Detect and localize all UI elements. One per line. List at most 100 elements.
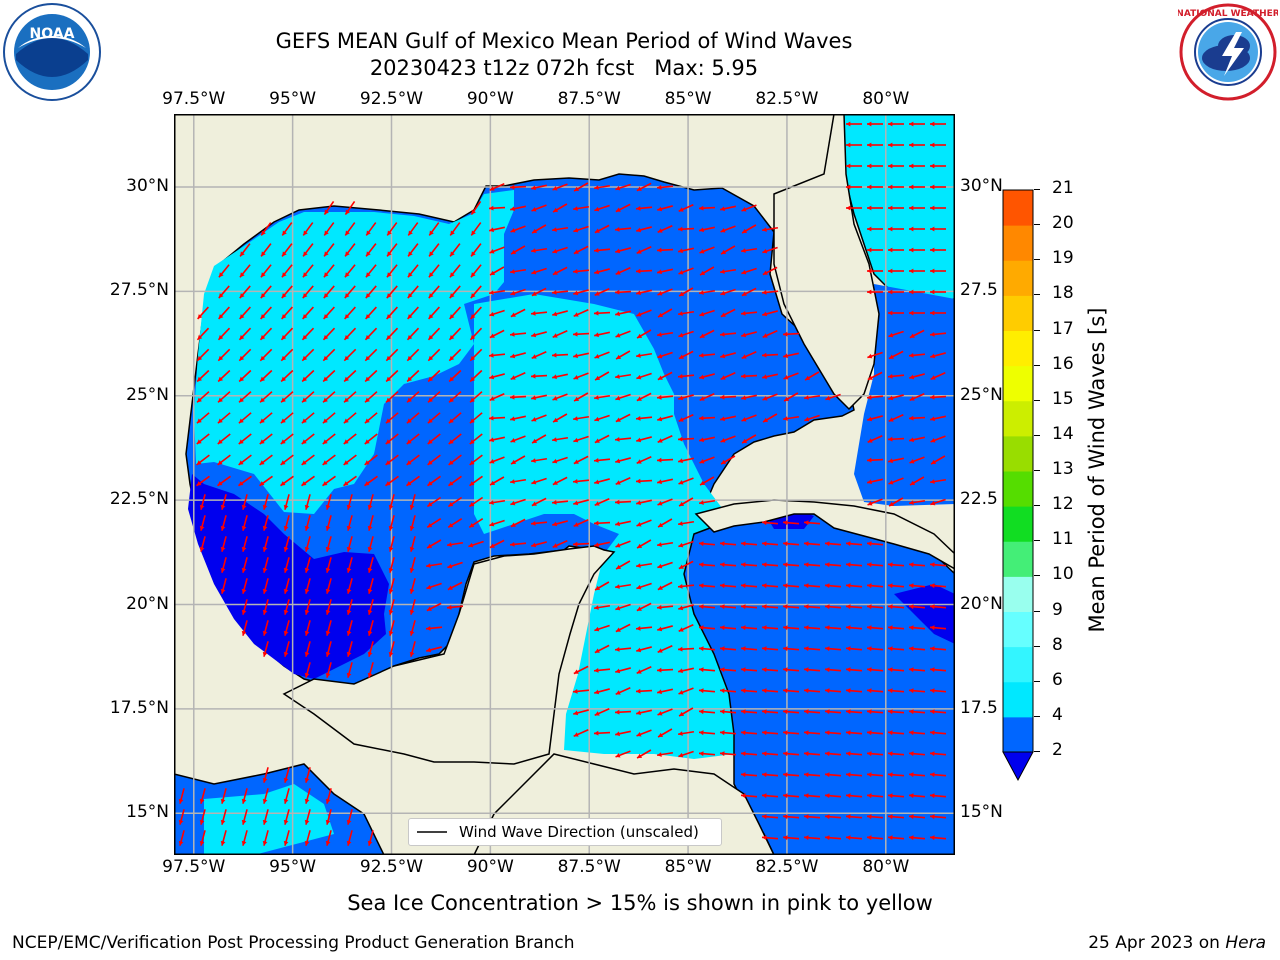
wind-arrow [699, 329, 715, 339]
wind-arrow [657, 518, 673, 528]
wind-arrow [364, 412, 378, 424]
wind-arrow [304, 767, 311, 783]
wind-arrow [699, 476, 715, 486]
wind-arrow [406, 454, 420, 466]
wind-arrow [636, 499, 652, 506]
wind-arrow [698, 562, 716, 568]
wind-arrow [656, 331, 674, 337]
wind-arrow [343, 391, 357, 403]
wind-arrow [909, 247, 925, 253]
wind-arrow [489, 456, 505, 464]
wind-arrow [301, 412, 315, 424]
wind-arrow [930, 226, 946, 232]
wind-arrow [698, 499, 716, 505]
wind-arrow [929, 646, 947, 652]
wind-arrow [803, 583, 821, 589]
wind-arrow [866, 541, 884, 547]
footer-machine: Hera [1225, 933, 1266, 953]
wind-arrow [323, 306, 335, 320]
wind-arrow [531, 267, 547, 275]
wind-arrow [929, 730, 947, 736]
wind-arrow [761, 562, 779, 568]
wind-arrow [741, 224, 757, 234]
wind-arrow [930, 184, 946, 190]
wind-arrow [218, 285, 230, 299]
wind-arrow [803, 814, 821, 820]
wind-arrow [510, 308, 526, 318]
wind-arrow [552, 540, 568, 548]
wind-arrow [845, 541, 863, 547]
wind-arrow [323, 264, 335, 278]
wind-arrow [346, 494, 353, 510]
wind-arrow [657, 225, 673, 233]
wind-arrow [929, 667, 947, 673]
wind-arrow [929, 478, 947, 484]
wind-arrow [803, 751, 821, 757]
wind-arrow [325, 578, 332, 594]
wind-arrow [552, 476, 568, 486]
map-legend: Wind Wave Direction (unscaled) [408, 818, 722, 846]
wind-arrow [719, 604, 737, 610]
colorbar-tick-mark [1034, 224, 1040, 226]
wind-arrow [388, 536, 395, 552]
wind-arrow [406, 475, 420, 487]
wind-arrow [656, 184, 674, 190]
wind-arrow [845, 583, 863, 589]
wind-arrow [741, 351, 757, 359]
wind-arrow [782, 604, 800, 610]
footer-date: 25 Apr 2023 on Hera [1088, 933, 1266, 953]
wind-arrow [260, 243, 272, 257]
wind-arrow [677, 310, 695, 316]
wind-arrow [888, 330, 904, 338]
colorbar-tick-mark [1034, 294, 1040, 296]
colorbar-segment [1003, 365, 1033, 402]
wind-arrow [241, 788, 248, 804]
wind-arrow [762, 413, 778, 423]
lon-label-bottom: 97.5°W [162, 857, 226, 877]
wind-arrow [636, 392, 652, 402]
colorbar-tick-mark [1034, 259, 1040, 261]
wind-arrow [698, 730, 716, 736]
wind-arrow [322, 454, 336, 466]
wind-arrow [803, 793, 821, 799]
wind-arrow [262, 599, 269, 615]
colorbar-tick-label: 17 [1052, 318, 1074, 339]
wind-arrow [887, 667, 905, 673]
wind-arrow [325, 515, 332, 531]
wind-arrow [720, 205, 736, 212]
wind-arrow [908, 835, 926, 841]
wind-arrow [908, 751, 926, 757]
wind-arrow [510, 352, 526, 359]
wind-arrow [448, 475, 462, 487]
wind-arrow [783, 392, 799, 402]
wind-arrow [929, 751, 947, 757]
wind-arrow [322, 327, 336, 341]
wind-arrow [930, 415, 946, 422]
wind-arrow [199, 809, 206, 825]
wind-arrow [803, 520, 821, 526]
wind-arrow [509, 541, 527, 547]
wind-arrow [846, 205, 862, 211]
gulf-sea-4-6-center [474, 294, 749, 759]
wind-arrow [614, 709, 632, 715]
wind-arrow [678, 204, 694, 212]
wind-arrow [908, 667, 926, 673]
wind-arrow [866, 394, 884, 400]
wind-arrow [304, 494, 311, 510]
wind-arrow [656, 604, 674, 610]
wind-arrow [615, 413, 631, 423]
colorbar-tick-mark [1034, 364, 1040, 366]
wind-arrow [220, 536, 227, 552]
wind-arrow [615, 603, 631, 611]
wind-arrow [929, 772, 947, 778]
wind-arrow [367, 641, 374, 657]
wind-arrow [930, 289, 946, 295]
wind-arrow [699, 373, 715, 380]
wind-arrow [449, 222, 461, 236]
colorbar-segment [1003, 260, 1033, 296]
wind-arrow [930, 247, 946, 253]
wind-arrow [867, 268, 883, 274]
wind-arrow [426, 517, 442, 529]
wind-arrow [409, 641, 416, 657]
wind-arrow [239, 264, 251, 278]
